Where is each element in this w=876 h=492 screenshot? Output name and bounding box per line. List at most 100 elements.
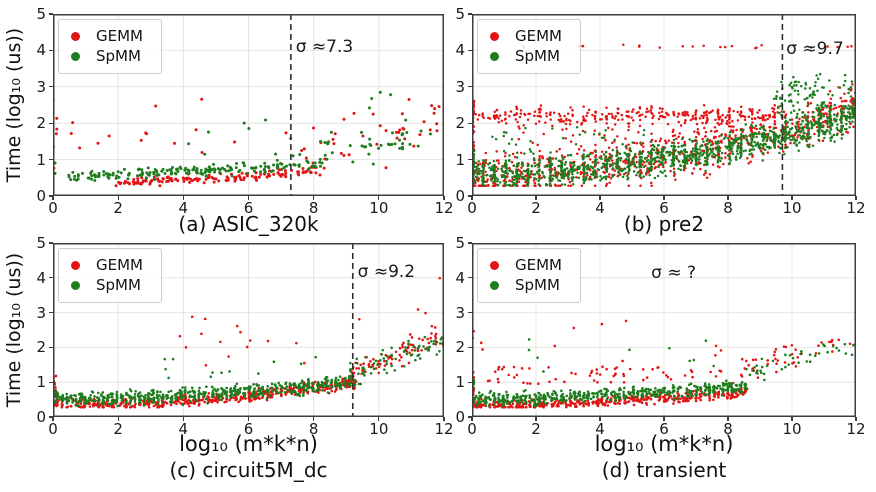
sigma-annotation-d: σ ≈ ? xyxy=(651,262,697,283)
y-tick-mark xyxy=(468,159,472,161)
x-axis-label-c: log₁₀ (m*k*n) xyxy=(179,432,318,456)
x-tick-mark xyxy=(599,196,601,200)
y-tick-mark xyxy=(468,277,472,279)
x-tick-label: 12 xyxy=(846,199,866,217)
x-tick-label: 8 xyxy=(723,420,733,438)
y-tick-label: 4 xyxy=(455,268,465,287)
y-tick-mark xyxy=(49,242,53,244)
x-tick-mark xyxy=(117,196,119,200)
y-tick-mark xyxy=(49,195,53,197)
x-tick-label: 10 xyxy=(782,420,802,438)
y-tick-mark xyxy=(49,312,53,314)
spmm-dot-icon xyxy=(490,281,499,290)
x-tick-label: 10 xyxy=(369,199,389,217)
x-tick-mark xyxy=(791,417,793,421)
legend-row-spmm: SpMM xyxy=(490,48,562,65)
legend-a: GEMM SpMM xyxy=(58,19,162,74)
x-tick-label: 2 xyxy=(531,199,541,217)
sigma-annotation-a: σ ≈7.3 xyxy=(295,36,354,57)
x-tick-mark xyxy=(727,417,729,421)
y-tick-label: 2 xyxy=(36,114,46,133)
y-tick-label: 5 xyxy=(455,234,465,252)
spmm-dot-icon xyxy=(71,52,80,61)
legend-row-gemm: GEMM xyxy=(490,257,562,274)
x-tick-mark xyxy=(443,196,445,200)
y-tick-mark xyxy=(49,86,53,88)
y-tick-label: 4 xyxy=(36,41,46,60)
x-axis-label-d: log₁₀ (m*k*n) xyxy=(594,432,734,456)
y-tick-mark xyxy=(468,195,472,197)
gemm-dot-icon xyxy=(490,261,499,270)
legend-d: GEMM SpMM xyxy=(477,248,581,303)
legend-label-gemm: GEMM xyxy=(96,27,143,45)
x-tick-mark xyxy=(313,196,315,200)
x-tick-mark xyxy=(663,417,665,421)
y-tick-mark xyxy=(49,122,53,124)
x-tick-mark xyxy=(855,417,857,421)
y-tick-label: 1 xyxy=(36,373,46,392)
x-tick-label: 8 xyxy=(308,420,319,438)
x-tick-label: 6 xyxy=(243,420,254,438)
x-tick-mark xyxy=(855,196,857,200)
x-tick-mark xyxy=(182,417,184,421)
x-tick-mark xyxy=(247,196,250,200)
y-tick-mark xyxy=(468,49,472,51)
y-tick-mark xyxy=(49,159,53,161)
subplot-d: GEMM SpMM σ ≈ ? 0 2 4 6 8 10 12 0 1 2 3 4 5 xyxy=(455,234,865,438)
legend-label-spmm: SpMM xyxy=(96,276,141,294)
sigma-annotation-b: σ ≈9.7 xyxy=(786,38,844,59)
x-tick-mark xyxy=(313,417,315,421)
x-tick-label: 4 xyxy=(178,420,189,438)
x-tick-mark xyxy=(378,196,380,200)
x-tick-mark xyxy=(443,417,445,421)
y-tick-mark xyxy=(49,277,53,279)
x-tick-mark xyxy=(791,196,793,200)
legend-row-spmm: SpMM xyxy=(490,277,562,294)
y-tick-label: 0 xyxy=(36,408,46,426)
y-tick-mark xyxy=(468,416,472,418)
x-tick-mark xyxy=(535,196,537,200)
legend-row-gemm: GEMM xyxy=(71,257,143,274)
y-tick-label: 0 xyxy=(455,187,465,205)
y-tick-mark xyxy=(468,86,472,88)
subplot-b: GEMM SpMM σ ≈9.7 0 2 4 6 8 10 12 0 1 2 3 4 5 xyxy=(455,5,865,217)
y-tick-label: 5 xyxy=(455,5,465,23)
y-tick-label: 4 xyxy=(455,41,465,60)
y-tick-mark xyxy=(468,312,472,314)
y-tick-label: 1 xyxy=(455,150,465,169)
subplot-a: GEMM SpMM σ ≈7.3 0 2 4 6 8 10 12 0 1 2 3 4 5 xyxy=(36,5,453,217)
subplot-title-d: (d) transient xyxy=(601,458,727,482)
y-tick-label: 3 xyxy=(36,77,46,96)
y-tick-label: 1 xyxy=(455,373,465,392)
x-tick-label: 2 xyxy=(113,420,123,438)
y-tick-label: 2 xyxy=(455,338,465,357)
x-tick-mark xyxy=(52,417,54,421)
subplot-title-b: (b) pre2 xyxy=(623,212,705,236)
legend-label-gemm: GEMM xyxy=(515,27,562,45)
y-tick-mark xyxy=(468,381,472,383)
x-tick-label: 4 xyxy=(595,199,605,217)
gemm-dot-icon xyxy=(71,261,80,270)
x-tick-label: 10 xyxy=(782,199,802,217)
y-tick-label: 2 xyxy=(36,338,46,357)
x-tick-label: 12 xyxy=(434,199,454,217)
x-tick-mark xyxy=(471,196,473,200)
x-tick-label: 6 xyxy=(659,199,669,217)
legend-label-spmm: SpMM xyxy=(515,47,560,65)
legend-label-spmm: SpMM xyxy=(96,47,141,65)
x-tick-label: 8 xyxy=(723,199,733,217)
x-tick-mark xyxy=(52,196,54,200)
x-tick-label: 10 xyxy=(369,420,389,438)
x-tick-label: 4 xyxy=(178,199,189,217)
y-tick-label: 5 xyxy=(36,5,46,23)
x-tick-label: 2 xyxy=(531,420,541,438)
x-tick-mark xyxy=(471,417,473,421)
legend-row-spmm: SpMM xyxy=(71,48,143,65)
x-tick-label: 8 xyxy=(308,199,319,217)
y-tick-label: 1 xyxy=(36,150,46,169)
x-tick-mark xyxy=(727,196,729,200)
y-tick-mark xyxy=(468,346,472,348)
legend-row-gemm: GEMM xyxy=(71,28,143,45)
y-tick-mark xyxy=(49,381,53,383)
y-tick-mark xyxy=(468,13,472,15)
